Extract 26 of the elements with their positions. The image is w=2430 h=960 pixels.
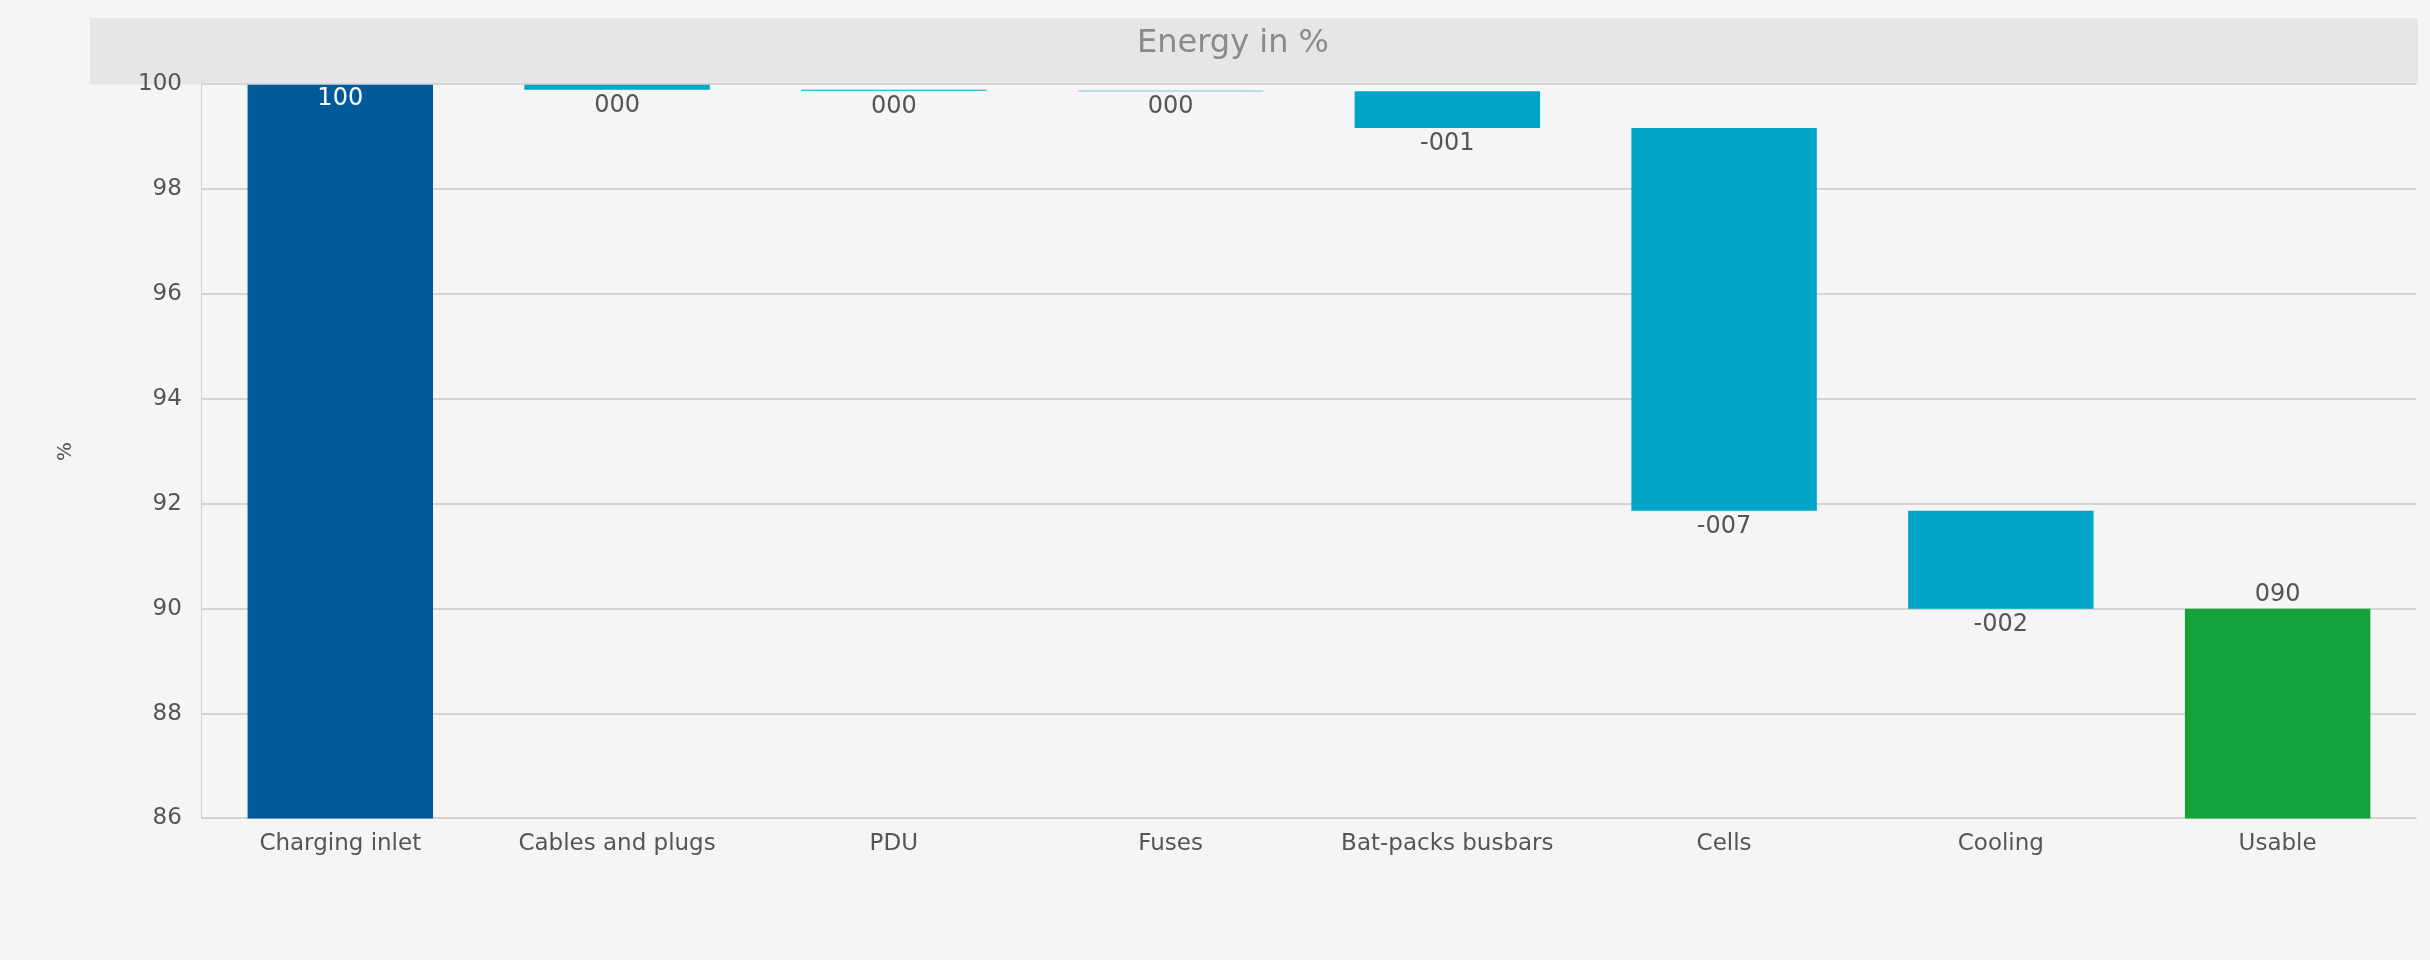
x-tick-label: Cables and plugs <box>518 829 716 856</box>
data-label: -001 <box>1420 128 1475 157</box>
y-tick-label: 100 <box>137 69 182 96</box>
data-label: 000 <box>594 89 640 118</box>
data-label: 090 <box>2254 578 2301 607</box>
data-label: 000 <box>1147 91 1194 120</box>
x-tick-label: Bat-packs busbars <box>1341 829 1554 856</box>
y-tick-label: 96 <box>152 279 182 306</box>
y-tick-label: 90 <box>152 593 182 620</box>
x-tick-label: Charging inlet <box>259 829 422 856</box>
data-label: -007 <box>1696 510 1752 539</box>
y-axis-title: % <box>52 441 77 461</box>
x-tick-label: Fuses <box>1138 829 1203 856</box>
x-tick-label: PDU <box>869 829 919 856</box>
x-tick-label: Cooling <box>1957 829 2044 856</box>
data-label: 100 <box>317 82 364 111</box>
data-label: 000 <box>870 90 917 119</box>
x-tick-label: Usable <box>2238 829 2317 856</box>
y-tick-label: 86 <box>152 803 182 830</box>
y-tick-label: 94 <box>152 383 182 410</box>
x-tick-label: Cells <box>1696 829 1752 856</box>
y-tick-label: 88 <box>152 698 182 725</box>
y-tick-label: 92 <box>152 488 182 515</box>
data-label: -002 <box>1973 608 2029 637</box>
chart-title: Energy in % <box>1137 21 1329 60</box>
y-tick-label: 98 <box>152 174 182 201</box>
